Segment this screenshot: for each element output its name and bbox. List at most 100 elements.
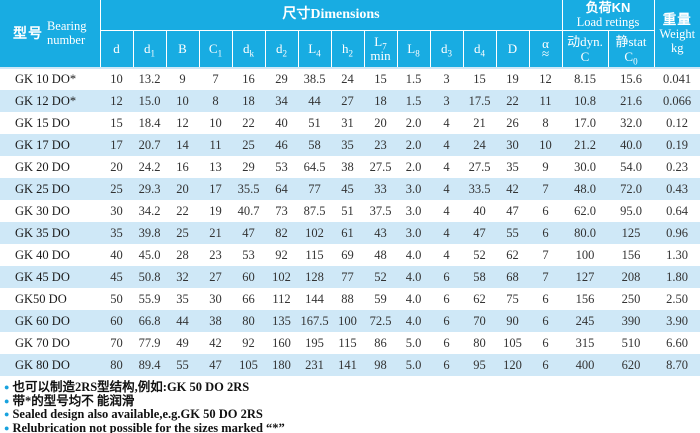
value-cell: 64 [265, 178, 298, 200]
value-cell: 10 [166, 90, 199, 112]
bullet-icon: ● [4, 422, 10, 433]
value-cell: 105 [232, 354, 265, 376]
value-cell: 35 [331, 134, 364, 156]
value-cell: 89.4 [133, 354, 166, 376]
value-cell: 25 [100, 178, 133, 200]
value-cell: 45 [100, 266, 133, 288]
value-cell: 20 [364, 112, 397, 134]
value-cell: 21.2 [562, 134, 609, 156]
value-cell: 6 [430, 288, 463, 310]
value-cell: 68 [496, 266, 529, 288]
value-cell: 100 [331, 310, 364, 332]
value-cell: 0.066 [654, 90, 700, 112]
value-cell: 8 [529, 112, 563, 134]
value-cell: 50 [100, 288, 133, 310]
col-h2: h2 [330, 29, 365, 69]
value-cell: 6 [529, 310, 563, 332]
bearing-number-cell: GK 30 DO [0, 200, 100, 222]
col-dk: dk [231, 29, 266, 69]
value-cell: 80 [100, 354, 133, 376]
col-d3: d3 [429, 29, 464, 69]
col-L7min: L7 min [363, 29, 398, 69]
value-cell: 18 [232, 90, 265, 112]
value-cell: 42 [496, 178, 529, 200]
table-row: GK 60 DO 60 66.8 44 38 80 135 167.5 100 72.5 4.0 6 7… [0, 310, 700, 332]
value-cell: 0.64 [654, 200, 700, 222]
value-cell: 3 [430, 90, 463, 112]
value-cell: 17.5 [463, 90, 496, 112]
value-cell: 24 [331, 68, 364, 90]
value-cell: 42 [199, 332, 232, 354]
value-cell: 100 [562, 244, 609, 266]
value-cell: 95.0 [608, 200, 655, 222]
value-cell: 208 [608, 266, 655, 288]
value-cell: 54.0 [608, 156, 655, 178]
value-cell: 160 [265, 332, 298, 354]
value-cell: 27 [199, 266, 232, 288]
value-cell: 15.0 [133, 90, 166, 112]
value-cell: 5.0 [397, 332, 430, 354]
bullet-icon: ● [4, 395, 10, 406]
value-cell: 19 [199, 200, 232, 222]
bearing-number-cell: GK 45 DO [0, 266, 100, 288]
bearing-number-cell: GK 20 DO [0, 156, 100, 178]
bearing-spec-table: 型号 Bearing number 尺寸Dimensions 负荷KN Load… [0, 0, 700, 376]
value-cell: 62 [463, 288, 496, 310]
value-cell: 62 [496, 244, 529, 266]
value-cell: 4 [430, 112, 463, 134]
bearing-number-cell: GK 12 DO* [0, 90, 100, 112]
value-cell: 23 [364, 134, 397, 156]
value-cell: 245 [562, 310, 609, 332]
bearing-label-en: Bearing number [46, 19, 87, 47]
value-cell: 35 [166, 288, 199, 310]
col-L4: L4 [297, 29, 332, 69]
value-cell: 10 [199, 112, 232, 134]
value-cell: 127 [562, 266, 609, 288]
table-row: GK 70 DO 70 77.9 49 42 92 160 195 115 86 5.0 6 80 105… [0, 332, 700, 354]
value-cell: 128 [298, 266, 331, 288]
value-cell: 12 [529, 68, 563, 90]
value-cell: 18.4 [133, 112, 166, 134]
value-cell: 2.0 [397, 134, 430, 156]
value-cell: 80.0 [562, 222, 609, 244]
value-cell: 52 [463, 244, 496, 266]
group-load-ratings: 负荷KN Load retings [561, 0, 655, 31]
value-cell: 141 [331, 354, 364, 376]
value-cell: 6 [430, 354, 463, 376]
value-cell: 6 [430, 266, 463, 288]
table-row: GK 45 DO 45 50.8 32 27 60 102 128 77 52 4.0 6 58 68 7 1… [0, 266, 700, 288]
footnotes: ● 也可以制造2RS型结构,例如:GK 50 DO 2RS ● 带*的型号均不 能润滑… [0, 376, 700, 433]
value-cell: 4 [430, 178, 463, 200]
value-cell: 390 [608, 310, 655, 332]
value-cell: 32.0 [608, 112, 655, 134]
value-cell: 72.0 [608, 178, 655, 200]
value-cell: 22 [232, 112, 265, 134]
value-cell: 21 [463, 112, 496, 134]
table-row: GK 15 DO 15 18.4 12 10 22 40 51 31 20 2.0 4 21 26 8 17.… [0, 112, 700, 134]
value-cell: 69 [331, 244, 364, 266]
footnote-line: ● 也可以制造2RS型结构,例如:GK 50 DO 2RS [4, 380, 700, 395]
value-cell: 2.0 [397, 112, 430, 134]
value-cell: 112 [265, 288, 298, 310]
col-static-load: 静stat C0 [607, 29, 655, 69]
value-cell: 87.5 [298, 200, 331, 222]
value-cell: 167.5 [298, 310, 331, 332]
value-cell: 61 [331, 222, 364, 244]
value-cell: 60 [232, 266, 265, 288]
value-cell: 14 [166, 134, 199, 156]
value-cell: 47 [232, 222, 265, 244]
value-cell: 66 [232, 288, 265, 310]
value-cell: 15 [100, 112, 133, 134]
col-D: D [495, 29, 530, 69]
value-cell: 115 [331, 332, 364, 354]
value-cell: 39.8 [133, 222, 166, 244]
value-cell: 1.80 [654, 266, 700, 288]
value-cell: 2.0 [397, 156, 430, 178]
value-cell: 4 [430, 134, 463, 156]
value-cell: 16 [232, 68, 265, 90]
table-row: GK 80 DO 80 89.4 55 47 105 180 231 141 98 5.0 6 95 12… [0, 354, 700, 376]
table-row: GK50 DO 50 55.9 35 30 66 112 144 88 59 4.0 6 62 75 6 15… [0, 288, 700, 310]
value-cell: 13.2 [133, 68, 166, 90]
value-cell: 20 [166, 178, 199, 200]
